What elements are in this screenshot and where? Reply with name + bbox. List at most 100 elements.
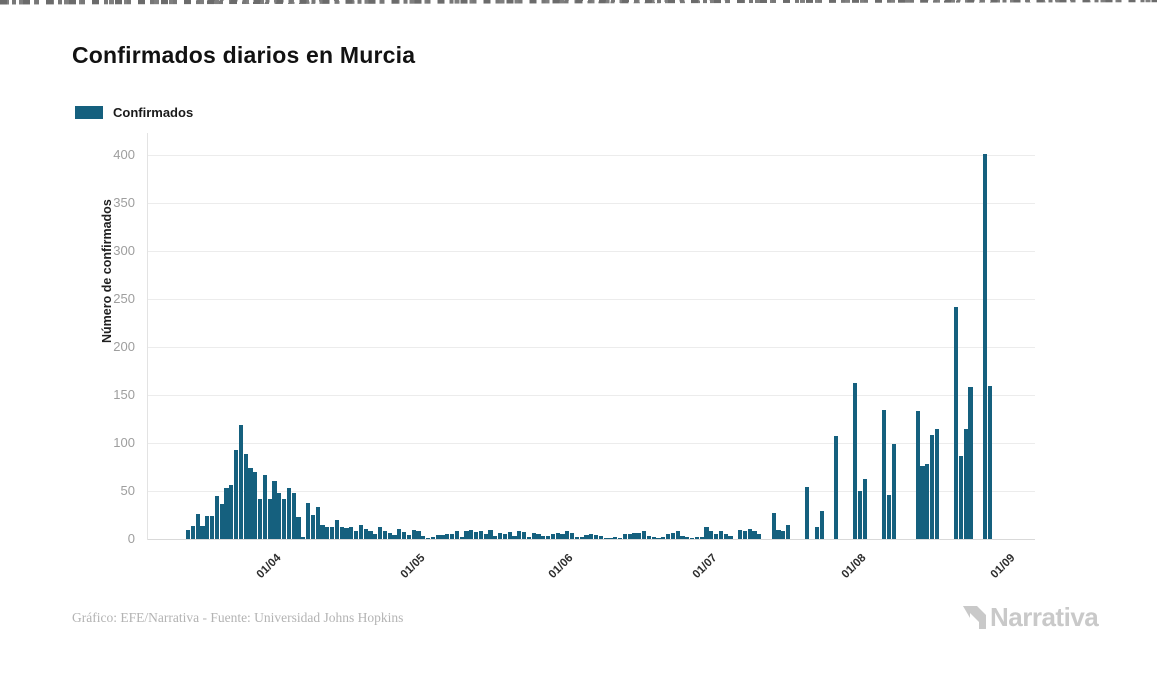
bar-25/05 — [531, 533, 536, 539]
bar-04/07 — [723, 534, 728, 539]
y-tick-label-300: 300 — [113, 243, 135, 258]
bar-21/05 — [512, 536, 517, 539]
bar-17/04 — [349, 527, 354, 539]
bar-16/03 — [195, 514, 200, 539]
bar-28/05 — [546, 536, 551, 539]
bar-09/05 — [454, 531, 460, 539]
bar-01/08 — [858, 491, 863, 539]
bar-22/08 — [958, 456, 964, 539]
bar-06/08 — [882, 410, 887, 539]
narrativa-logo: Narrativa — [962, 602, 1099, 633]
bar-25/03 — [238, 424, 244, 539]
bar-02/04 — [277, 492, 282, 539]
bar-31/07 — [853, 383, 858, 539]
bar-24/08 — [968, 387, 973, 539]
bar-17/07 — [786, 524, 791, 539]
bar-11/05 — [464, 531, 469, 539]
bar-12/06 — [618, 538, 623, 539]
bar-12/04 — [325, 527, 330, 539]
bar-23/06 — [670, 533, 676, 539]
bar-04/05 — [430, 537, 436, 539]
bar-24/07 — [819, 511, 824, 539]
bar-16/04 — [344, 528, 349, 539]
bar-13/05 — [474, 532, 479, 539]
bar-29/06 — [699, 537, 704, 539]
bar-14/05 — [478, 531, 484, 539]
bar-27/08 — [982, 154, 988, 539]
bar-24/04 — [382, 531, 388, 539]
bar-14/07 — [771, 513, 776, 539]
bar-23/03 — [229, 485, 234, 539]
gridline-y-300 — [147, 251, 1035, 252]
bar-30/06 — [704, 526, 709, 539]
bar-08/06 — [598, 536, 604, 539]
bar-29/05 — [550, 534, 556, 539]
bar-20/03 — [214, 495, 220, 539]
y-tick-label-50: 50 — [120, 483, 135, 498]
bar-17/03 — [200, 525, 205, 539]
bar-27/03 — [248, 467, 253, 539]
bar-28/03 — [253, 471, 258, 539]
y-tick-label-0: 0 — [127, 531, 135, 546]
bar-28/08 — [987, 386, 992, 539]
bar-26/06 — [685, 537, 690, 539]
bar-10/04 — [315, 507, 320, 539]
gridline-y-100 — [147, 443, 1035, 444]
bar-05/05 — [435, 535, 440, 539]
bar-09/04 — [310, 515, 316, 539]
bar-28/04 — [402, 532, 407, 539]
gridline-y-250 — [147, 299, 1035, 300]
bar-17/08 — [934, 428, 940, 539]
bar-06/06 — [589, 534, 594, 539]
y-tick-label-400: 400 — [113, 147, 135, 162]
bar-06/04 — [296, 516, 301, 539]
bar-12/05 — [469, 530, 474, 539]
bar-07/06 — [594, 535, 599, 539]
y-tick-label-150: 150 — [113, 387, 135, 402]
bar-18/03 — [205, 515, 210, 539]
bar-06/05 — [440, 535, 445, 539]
bar-07/04 — [301, 537, 306, 539]
bar-10/07 — [752, 531, 757, 539]
bar-15/07 — [776, 530, 781, 539]
x-tick-label-01-08: 01/08 — [839, 552, 869, 581]
bar-31/05 — [560, 534, 565, 539]
bar-15/05 — [483, 534, 488, 539]
bar-02/05 — [421, 536, 426, 539]
y-axis-line — [147, 133, 148, 540]
gridline-y-200 — [147, 347, 1035, 348]
bar-22/04 — [373, 534, 378, 539]
bar-01/05 — [416, 531, 421, 539]
bar-09/06 — [603, 538, 608, 539]
bar-19/06 — [651, 537, 656, 539]
bar-03/06 — [574, 537, 580, 539]
bar-05/04 — [291, 492, 296, 539]
legend-swatch-confirmados — [75, 106, 103, 119]
bar-21/04 — [368, 531, 373, 539]
bar-10/05 — [459, 537, 464, 539]
bar-20/06 — [656, 538, 661, 539]
gridline-y-350 — [147, 203, 1035, 204]
chart-title: Confirmados diarios en Murcia — [72, 42, 416, 68]
bar-19/03 — [210, 515, 215, 539]
bar-21/07 — [805, 487, 810, 539]
bar-23/05 — [522, 532, 527, 539]
bar-21/03 — [219, 504, 224, 539]
bar-29/04 — [406, 535, 412, 539]
bar-21/06 — [661, 537, 666, 539]
gridline-y-150 — [147, 395, 1035, 396]
gridline-y-400 — [147, 155, 1035, 156]
bar-13/08 — [915, 411, 920, 539]
bar-18/04 — [354, 531, 359, 539]
bar-28/06 — [694, 537, 700, 539]
bar-01/04 — [272, 481, 277, 539]
bar-04/06 — [579, 537, 584, 539]
narrativa-logo-text: Narrativa — [990, 602, 1099, 632]
bar-27/07 — [834, 436, 839, 539]
bar-31/03 — [267, 498, 272, 539]
bar-26/04 — [392, 535, 397, 539]
bar-25/06 — [680, 536, 685, 539]
bar-20/05 — [507, 532, 512, 539]
bar-08/07 — [742, 531, 748, 539]
bar-08/08 — [891, 443, 896, 539]
